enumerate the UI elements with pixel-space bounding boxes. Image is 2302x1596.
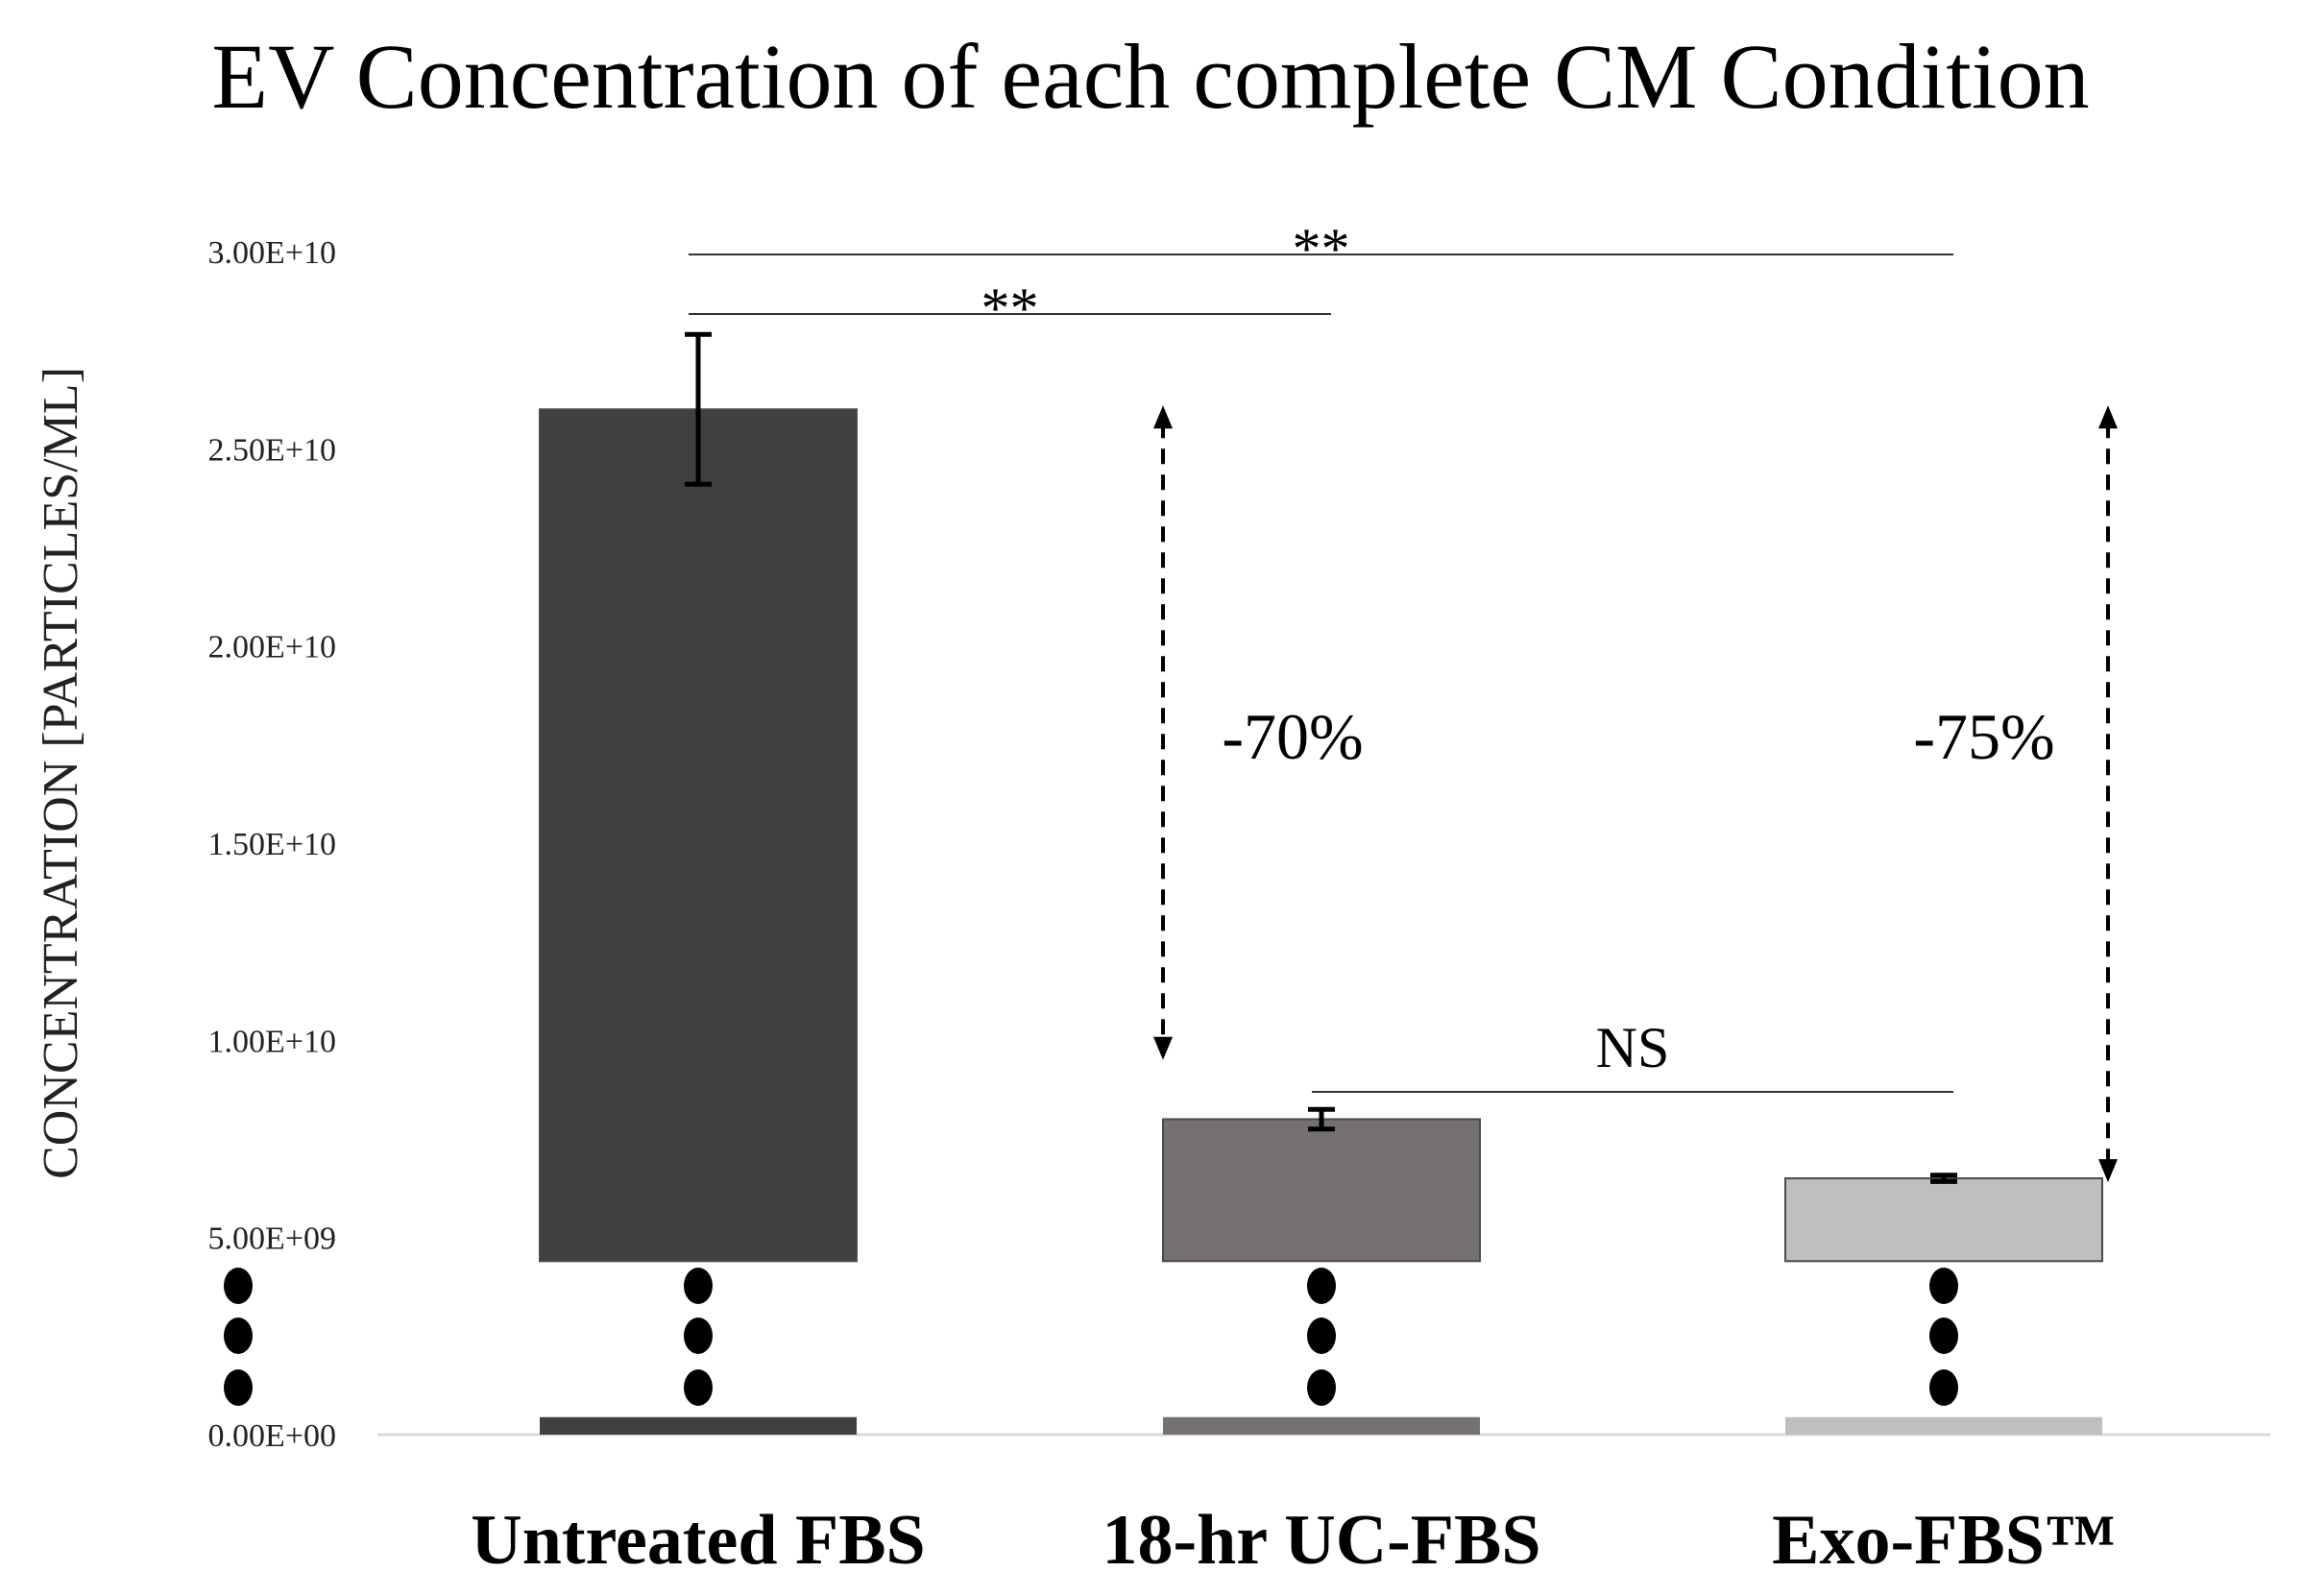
y-tick-label: 1.50E+10 <box>208 827 336 862</box>
arrow-head-down <box>2098 1159 2118 1183</box>
arrow-head-up <box>1153 405 1173 429</box>
reduction-label: -75% <box>1913 700 2054 773</box>
y-tick-label: 2.00E+10 <box>208 630 336 665</box>
axis-break-dot <box>684 1268 713 1304</box>
category-label: Exo-FBS™ <box>1772 1501 2116 1580</box>
reduction-annotations: -70% -75% <box>1153 405 2118 1183</box>
chart-title: EV Concentration of each complete CM Con… <box>211 25 2089 128</box>
arrow-head-down <box>1153 1036 1173 1060</box>
axis-break-dot <box>1929 1369 1958 1406</box>
error-bars <box>685 331 1957 1184</box>
y-tick-label: 3.00E+10 <box>208 235 336 271</box>
y-ticks: 0.00E+00 5.00E+09 1.00E+10 1.50E+10 2.00E+10… <box>208 235 336 1454</box>
category-label: Untreated FBS <box>471 1501 925 1580</box>
axis-break-dot <box>1929 1318 1958 1354</box>
bar <box>1162 1118 1481 1263</box>
arrow-head-up <box>2098 405 2118 429</box>
bar-base <box>1163 1416 1480 1435</box>
significance-label: NS <box>1596 1016 1670 1079</box>
axis-break-dot <box>224 1318 253 1354</box>
y-tick-label: 1.00E+10 <box>208 1024 336 1059</box>
significance-brackets: ** ** NS <box>689 217 1953 1093</box>
bar <box>1784 1177 2103 1263</box>
bar <box>539 408 858 1263</box>
y-tick-label: 5.00E+09 <box>208 1221 336 1257</box>
y-axis-label: CONCENTRATION [PARTICLES/ML] <box>34 367 88 1179</box>
axis-break-dot <box>224 1268 253 1304</box>
axis-break-dot <box>684 1318 713 1354</box>
category-label: 18-hr UC-FBS <box>1102 1501 1540 1580</box>
axis-break-dot <box>224 1369 253 1406</box>
axis-break-dot <box>1307 1268 1336 1304</box>
reduction-label: -70% <box>1222 700 1363 773</box>
y-tick-label: 0.00E+00 <box>208 1418 336 1454</box>
axis-break-marks <box>224 1268 1958 1406</box>
axis-break-dot <box>1929 1268 1958 1304</box>
bars <box>539 408 2103 1435</box>
significance-label: ** <box>981 277 1039 340</box>
bar-base <box>1785 1416 2102 1435</box>
axis-break-dot <box>1307 1369 1336 1406</box>
axis-break-dot <box>684 1369 713 1406</box>
y-tick-label: 2.50E+10 <box>208 432 336 468</box>
category-labels: Untreated FBS 18-hr UC-FBS Exo-FBS™ <box>471 1501 2116 1580</box>
axis-break-dot <box>1307 1318 1336 1354</box>
significance-label: ** <box>1293 217 1350 280</box>
bar-base <box>540 1416 857 1435</box>
